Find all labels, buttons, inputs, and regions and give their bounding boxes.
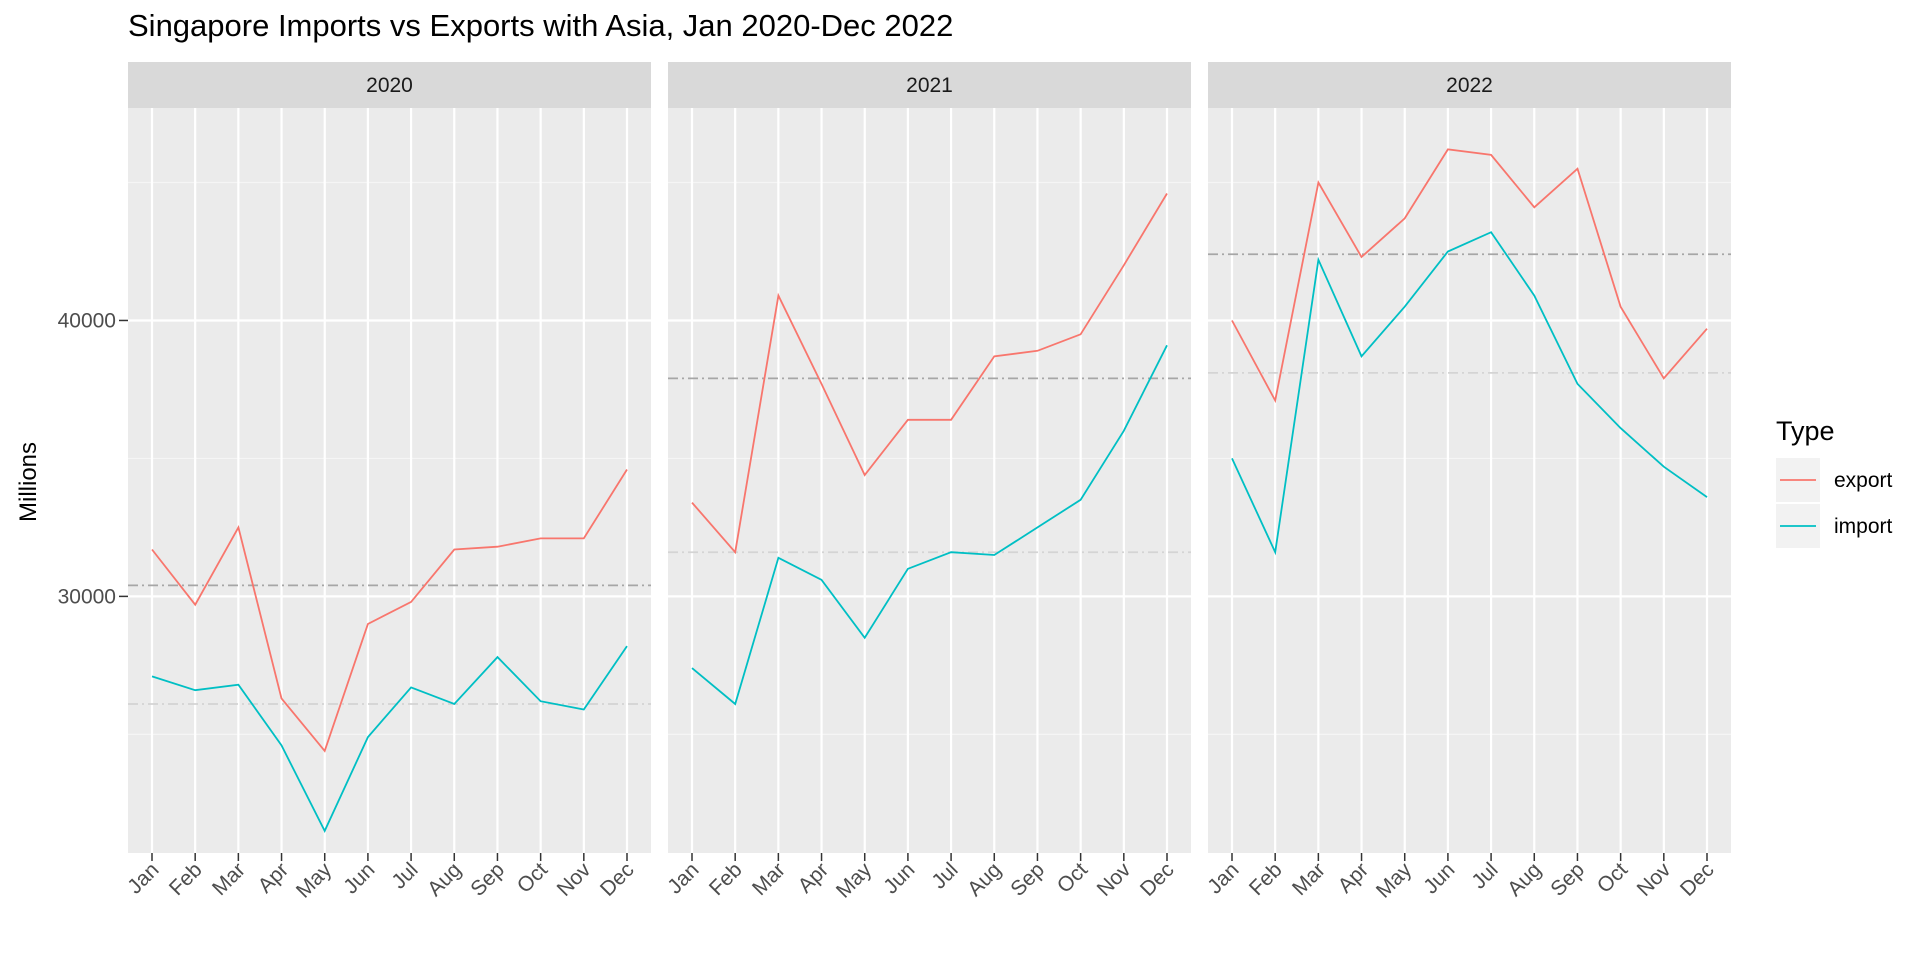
series-line-import: [151, 645, 628, 833]
x-tick-label: Nov: [1093, 858, 1136, 901]
x-tick-label: Dec: [596, 858, 639, 901]
x-tick-label: Jun: [1419, 858, 1459, 898]
x-tick-label: Apr: [254, 858, 293, 897]
facet-strip-label: 2020: [366, 74, 413, 97]
x-tick-label: Feb: [1245, 858, 1287, 900]
series-line-export: [151, 469, 628, 753]
panel-background: [128, 108, 651, 853]
x-tick-label: Jul: [927, 858, 962, 893]
y-axis-title: Millions: [15, 442, 42, 522]
y-tick-label: 40000: [58, 309, 116, 332]
x-tick-label: May: [1372, 858, 1417, 903]
legend-label-import: import: [1834, 515, 1893, 538]
x-tick-label: Jan: [123, 858, 163, 898]
x-tick-label: Jun: [879, 858, 919, 898]
panel-background: [1208, 108, 1731, 853]
x-tick-label: Feb: [165, 858, 207, 900]
x-tick-label: Jan: [663, 858, 703, 898]
series-line-export: [691, 193, 1168, 555]
x-tick-label: Aug: [963, 858, 1006, 901]
x-tick-label: Mar: [1288, 858, 1330, 900]
facet-strip: [668, 62, 1191, 108]
x-tick-label: Aug: [423, 858, 466, 901]
x-tick-label: Aug: [1503, 858, 1546, 901]
x-tick-label: Oct: [1593, 858, 1632, 897]
x-tick-label: Jul: [387, 858, 422, 893]
x-tick-label: May: [832, 858, 877, 903]
legend: Type export import: [1776, 416, 1893, 548]
x-tick-label: Jul: [1467, 858, 1502, 893]
legend-title: Type: [1776, 416, 1835, 446]
x-tick-label: May: [292, 858, 337, 903]
x-tick-label: Oct: [1053, 858, 1092, 897]
x-tick-label: Jun: [339, 858, 379, 898]
x-tick-label: Mar: [208, 858, 250, 900]
x-tick-label: Apr: [794, 858, 833, 897]
x-tick-label: Dec: [1136, 858, 1179, 901]
facet-strip-label: 2022: [1446, 74, 1493, 97]
x-tick-label: Apr: [1334, 858, 1373, 897]
series-line-import: [691, 344, 1168, 706]
panel-background: [668, 108, 1191, 853]
facet-strip-label: 2021: [906, 74, 953, 97]
facet-strip: [128, 62, 651, 108]
x-tick-label: Nov: [553, 858, 596, 901]
series-line-import: [1231, 231, 1708, 556]
chart-title: Singapore Imports vs Exports with Asia, …: [128, 8, 954, 43]
x-tick-label: Nov: [1633, 858, 1676, 901]
x-tick-label: Sep: [1546, 858, 1589, 901]
x-tick-label: Mar: [748, 858, 790, 900]
x-tick-label: Oct: [513, 858, 552, 897]
x-tick-label: Feb: [705, 858, 747, 900]
legend-label-export: export: [1834, 469, 1893, 492]
x-tick-label: Jan: [1203, 858, 1243, 898]
facet-strip: [1208, 62, 1731, 108]
series-line-export: [1231, 148, 1708, 404]
x-tick-label: Sep: [466, 858, 509, 901]
x-tick-label: Dec: [1676, 858, 1719, 901]
y-tick-label: 30000: [58, 585, 116, 608]
x-tick-label: Sep: [1006, 858, 1049, 901]
